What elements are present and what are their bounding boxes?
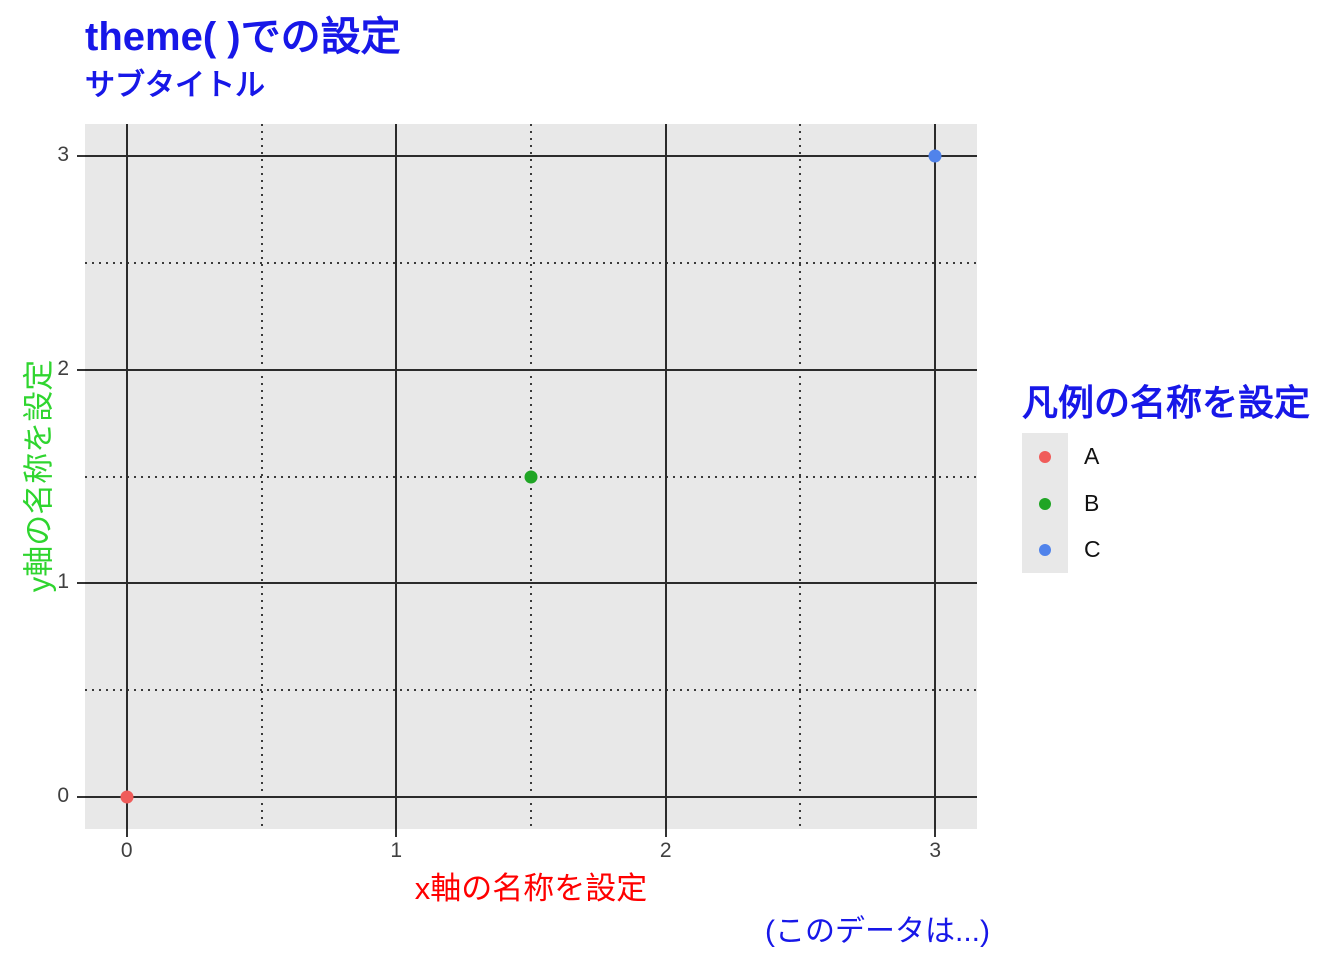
data-point-b — [524, 470, 538, 483]
gridline-y-minor — [85, 689, 977, 692]
x-tick-label: 2 — [659, 839, 672, 862]
legend-title: 凡例の名称を設定 — [1022, 382, 1311, 423]
plot-title: theme( )での設定 — [85, 15, 401, 59]
legend-item-c: C — [1022, 526, 1302, 573]
legend-dot-c-icon — [1039, 543, 1051, 556]
legend-dot-a-icon — [1039, 450, 1051, 463]
plot-caption: (このデータは...) — [765, 915, 990, 948]
gridline-x-major — [125, 124, 128, 829]
data-point-a — [120, 790, 134, 804]
gridline-x-major — [395, 124, 398, 829]
y-axis-label: y軸の名称を設定 — [21, 359, 57, 593]
gridline-x-major — [664, 124, 667, 829]
gridline-y-major — [85, 155, 977, 158]
y-axis-tick — [77, 368, 85, 371]
x-axis-tick — [395, 829, 398, 837]
data-point-c — [928, 149, 942, 163]
y-tick-label: 0 — [57, 783, 69, 807]
plot-subtitle: サブタイトル — [85, 69, 265, 102]
y-tick-label: 2 — [57, 356, 69, 380]
x-tick-label: 3 — [929, 839, 942, 862]
y-tick-label: 1 — [57, 570, 69, 594]
x-tick-label: 0 — [120, 839, 133, 862]
y-tick-label: 3 — [57, 142, 69, 166]
legend-label-b: B — [1084, 490, 1100, 516]
legend-item-b: B — [1022, 480, 1302, 527]
y-axis-tick — [77, 155, 85, 158]
gridline-y-major — [85, 795, 977, 798]
gridline-y-major — [85, 582, 977, 585]
gridline-y-major — [85, 368, 977, 371]
legend-dot-b-icon — [1039, 497, 1051, 510]
plot-panel — [85, 124, 977, 829]
x-axis-tick — [934, 829, 937, 837]
legend-label-c: C — [1084, 536, 1101, 562]
x-axis-tick — [664, 829, 667, 837]
y-axis-tick — [77, 795, 85, 798]
gridline-y-minor — [85, 261, 977, 264]
legend-label-a: A — [1084, 443, 1100, 469]
y-axis-tick — [77, 582, 85, 585]
legend-item-a: A — [1022, 433, 1302, 480]
x-axis-label: x軸の名称を設定 — [414, 871, 648, 906]
gridline-x-major — [934, 124, 937, 829]
x-axis-tick — [125, 829, 128, 837]
x-tick-label: 1 — [390, 839, 403, 862]
